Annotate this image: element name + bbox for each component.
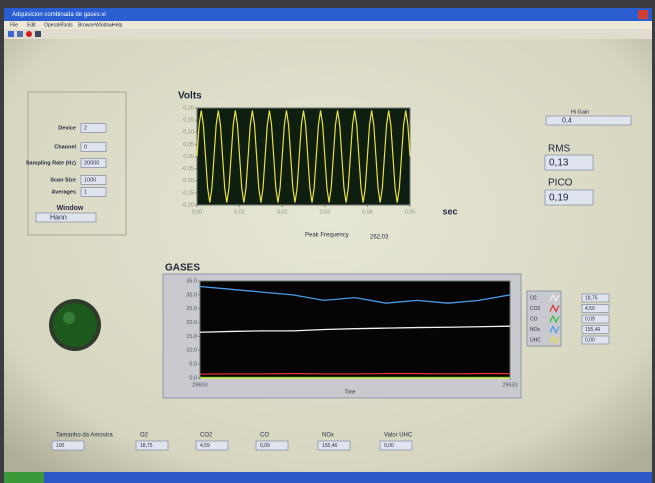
- menu-item[interactable]: Tools: [61, 22, 73, 28]
- field-value: 1000: [84, 177, 96, 183]
- y-tick-label: 0,05: [183, 142, 194, 148]
- close-button[interactable]: [638, 10, 648, 19]
- x-tick-label: 0,05: [405, 209, 416, 215]
- run-continuous-button[interactable]: [17, 31, 23, 37]
- y-tick-label: -0,20: [181, 202, 194, 208]
- menu-item[interactable]: Operate: [44, 22, 62, 28]
- field-value: 1: [84, 189, 87, 195]
- legend-value: 0,00: [585, 337, 595, 343]
- control-value: 18,75: [140, 443, 153, 449]
- x-axis-label: Time: [345, 389, 356, 395]
- x-tick-label: 0,00: [192, 209, 203, 215]
- menu-item[interactable]: File: [10, 22, 18, 28]
- x-tick-label: 0,03: [319, 209, 330, 215]
- menu-item[interactable]: Help: [112, 22, 123, 28]
- field-label: Channel: [54, 144, 76, 150]
- y-tick-label: 0,15: [183, 118, 194, 124]
- control-label: Valor UHC: [384, 433, 413, 439]
- run-button[interactable]: [8, 31, 14, 37]
- hi-gain-value: 0,4: [562, 117, 572, 124]
- control-label: NOx: [322, 433, 334, 439]
- window-value: Hann: [50, 214, 67, 221]
- rms-value: 0,13: [549, 158, 569, 169]
- control-label: Tamanho da Amostra: [56, 433, 113, 439]
- legend-label: UHC: [530, 337, 541, 343]
- screen: Adquisicion combinada de gases.vi Window…: [0, 0, 655, 483]
- front-panel: [4, 8, 652, 474]
- y-tick-label: -0,05: [181, 166, 194, 172]
- rms-label: RMS: [548, 144, 571, 155]
- y-tick-label: 0,00: [183, 154, 194, 160]
- y-tick-label: 0,20: [183, 105, 194, 111]
- legend-label: CO: [530, 316, 538, 322]
- peak-frequency-label: Peak Frequency: [305, 233, 349, 239]
- x-tick-label: 0,01: [234, 209, 245, 215]
- y-tick-label: 35.0: [186, 278, 197, 284]
- x-tick-label: 0,02: [277, 209, 288, 215]
- field-label: Scan Size: [50, 177, 76, 183]
- x-tick-label: 0,04: [362, 209, 373, 215]
- y-tick-label: 15.0: [186, 334, 197, 340]
- y-tick-label: -0,10: [181, 178, 194, 184]
- control-value: 100: [56, 443, 65, 449]
- field-label: Device: [58, 125, 76, 131]
- pause-button[interactable]: [35, 31, 41, 37]
- series-line: [200, 374, 510, 375]
- pico-value: 0,19: [549, 193, 569, 204]
- legend-value: 4,59: [585, 306, 595, 312]
- y-tick-label: 10.0: [186, 348, 197, 354]
- control-label: CO2: [200, 433, 213, 439]
- chart-title: GASES: [165, 263, 200, 274]
- y-tick-label: 0.0: [189, 375, 197, 381]
- field-label: Averages: [51, 189, 76, 195]
- control-label: CO: [260, 433, 269, 439]
- abort-button[interactable]: [26, 31, 32, 37]
- y-tick-label: -0,15: [181, 190, 194, 196]
- hi-gain-box[interactable]: [546, 116, 631, 125]
- menu-item[interactable]: Window: [95, 22, 113, 28]
- legend-label: O2: [530, 295, 537, 301]
- y-tick-label: 20.0: [186, 320, 197, 326]
- legend-value: 0,09: [585, 316, 595, 322]
- legend-value: 155,46: [585, 327, 601, 333]
- led-highlight: [63, 312, 75, 324]
- window-title: Adquisicion combinada de gases.vi: [12, 12, 106, 18]
- y-tick-label: 25.0: [186, 306, 197, 312]
- x-tick-label: 29633: [502, 382, 517, 388]
- peak-frequency-value: 262,03: [370, 235, 389, 241]
- legend-value: 18,75: [585, 295, 598, 301]
- y-tick-label: 0,10: [183, 130, 194, 136]
- y-tick-label: 30.0: [186, 292, 197, 298]
- field-value: 20000: [84, 160, 99, 166]
- toolbar: [4, 29, 652, 39]
- field-label: Sampling Rate (Hz): [26, 160, 76, 166]
- legend-label: NOx: [530, 327, 541, 333]
- field-value: 0: [84, 144, 87, 150]
- control-value: 155,46: [322, 443, 338, 449]
- plot-area: [200, 281, 510, 378]
- chart-title: Volts: [178, 91, 202, 102]
- menu-item[interactable]: Edit: [27, 22, 36, 28]
- hi-gain-label: Hi Gain: [571, 109, 589, 115]
- menu-item[interactable]: Browse: [78, 22, 95, 28]
- y-tick-label: 5.0: [189, 362, 197, 368]
- window-label: Window: [57, 205, 84, 212]
- x-axis-label: sec: [442, 206, 457, 216]
- control-value: 0,09: [260, 443, 270, 449]
- control-value: 4,59: [200, 443, 210, 449]
- field-value: 2: [84, 125, 87, 131]
- x-tick-label: 29603: [192, 382, 207, 388]
- control-value: 0,00: [384, 443, 394, 449]
- control-label: O2: [140, 433, 149, 439]
- pico-label: PICO: [548, 178, 573, 189]
- legend-label: CO2: [530, 306, 541, 312]
- start-button[interactable]: [4, 472, 44, 483]
- led-indicator: [53, 303, 97, 347]
- taskbar: [4, 472, 652, 483]
